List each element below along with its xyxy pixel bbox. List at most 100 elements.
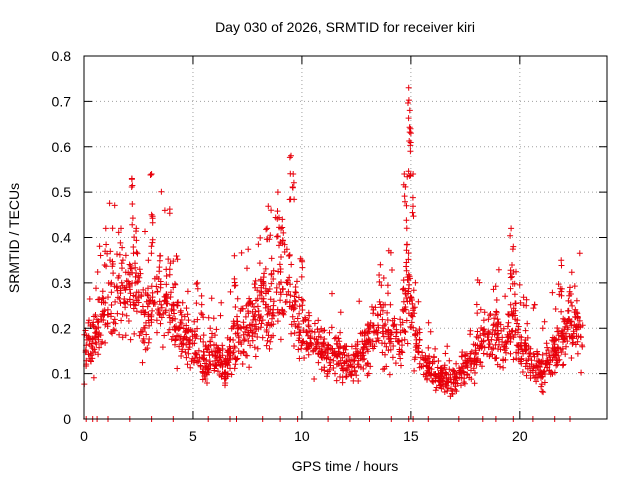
data-point	[523, 372, 530, 379]
data-point	[291, 318, 298, 325]
data-point	[178, 353, 185, 359]
data-point	[279, 286, 286, 293]
data-point	[432, 387, 439, 394]
x-tick-label: 0	[80, 428, 88, 444]
data-point	[406, 173, 413, 179]
data-point	[432, 345, 439, 352]
data-point	[386, 371, 393, 378]
data-point	[213, 326, 220, 333]
data-point	[524, 365, 531, 372]
data-point	[118, 279, 125, 286]
data-point	[94, 333, 101, 340]
data-point	[533, 378, 540, 385]
data-point	[273, 233, 280, 240]
data-point	[473, 333, 480, 340]
data-point	[276, 309, 283, 316]
data-point	[119, 282, 126, 289]
data-point	[564, 307, 571, 314]
data-point	[442, 380, 449, 387]
data-point	[115, 294, 121, 301]
data-point	[96, 243, 103, 250]
data-point	[504, 331, 511, 338]
data-point	[207, 362, 214, 369]
data-point	[370, 345, 377, 352]
data-point	[546, 354, 553, 361]
data-point	[177, 319, 184, 326]
data-point	[334, 341, 341, 348]
data-point	[406, 107, 413, 114]
data-point	[107, 281, 114, 288]
data-point	[234, 318, 241, 325]
data-point	[279, 216, 286, 223]
data-point	[469, 358, 476, 365]
data-point	[410, 287, 417, 294]
data-point	[397, 316, 404, 323]
data-point	[373, 327, 380, 334]
data-point	[478, 325, 485, 331]
data-point	[246, 332, 253, 339]
data-point	[564, 318, 571, 324]
data-point	[420, 371, 427, 378]
data-point	[404, 340, 411, 347]
data-point	[408, 324, 415, 331]
data-point	[369, 338, 376, 345]
data-point	[295, 321, 302, 327]
data-point	[178, 311, 185, 318]
data-point	[568, 299, 574, 306]
data-point	[400, 308, 407, 314]
y-tick-label: 0.7	[52, 93, 72, 109]
data-point	[304, 329, 310, 336]
data-point	[274, 208, 281, 215]
data-point	[360, 365, 367, 372]
data-point	[256, 260, 263, 267]
data-point	[171, 280, 178, 287]
data-point	[554, 344, 561, 351]
data-point	[126, 261, 133, 268]
data-point	[300, 297, 306, 304]
data-point	[576, 250, 583, 257]
data-point	[257, 234, 264, 241]
data-point	[470, 341, 477, 348]
data-point	[505, 319, 512, 326]
data-point	[489, 326, 496, 333]
data-point	[226, 343, 233, 350]
data-point	[274, 189, 281, 196]
data-point	[389, 317, 396, 324]
data-point	[477, 359, 484, 366]
data-point	[300, 318, 307, 324]
data-point	[102, 321, 109, 328]
data-point	[522, 327, 529, 334]
data-point	[86, 355, 93, 362]
data-point	[259, 334, 266, 341]
data-point	[274, 318, 281, 325]
data-point	[523, 296, 530, 303]
data-point	[298, 273, 305, 280]
data-point	[434, 364, 441, 371]
data-point	[551, 369, 558, 376]
data-point	[562, 323, 569, 330]
data-point	[130, 244, 137, 250]
data-point	[184, 361, 191, 368]
data-point	[109, 330, 116, 337]
data-point	[524, 360, 530, 367]
data-point	[492, 341, 499, 348]
data-point	[406, 281, 413, 288]
data-point	[493, 297, 500, 303]
data-point	[366, 328, 373, 335]
data-point	[195, 358, 202, 365]
data-point	[479, 363, 485, 370]
data-point	[287, 292, 294, 299]
data-point	[286, 303, 293, 310]
data-point	[249, 308, 256, 315]
data-point	[234, 325, 241, 332]
data-point	[342, 346, 349, 353]
data-point	[356, 298, 363, 305]
data-point	[538, 374, 544, 381]
data-point	[335, 335, 342, 342]
data-point	[166, 206, 173, 213]
data-point	[224, 347, 231, 354]
data-point	[558, 285, 565, 292]
data-point	[115, 274, 122, 281]
data-point	[405, 100, 411, 106]
data-point	[224, 353, 231, 359]
